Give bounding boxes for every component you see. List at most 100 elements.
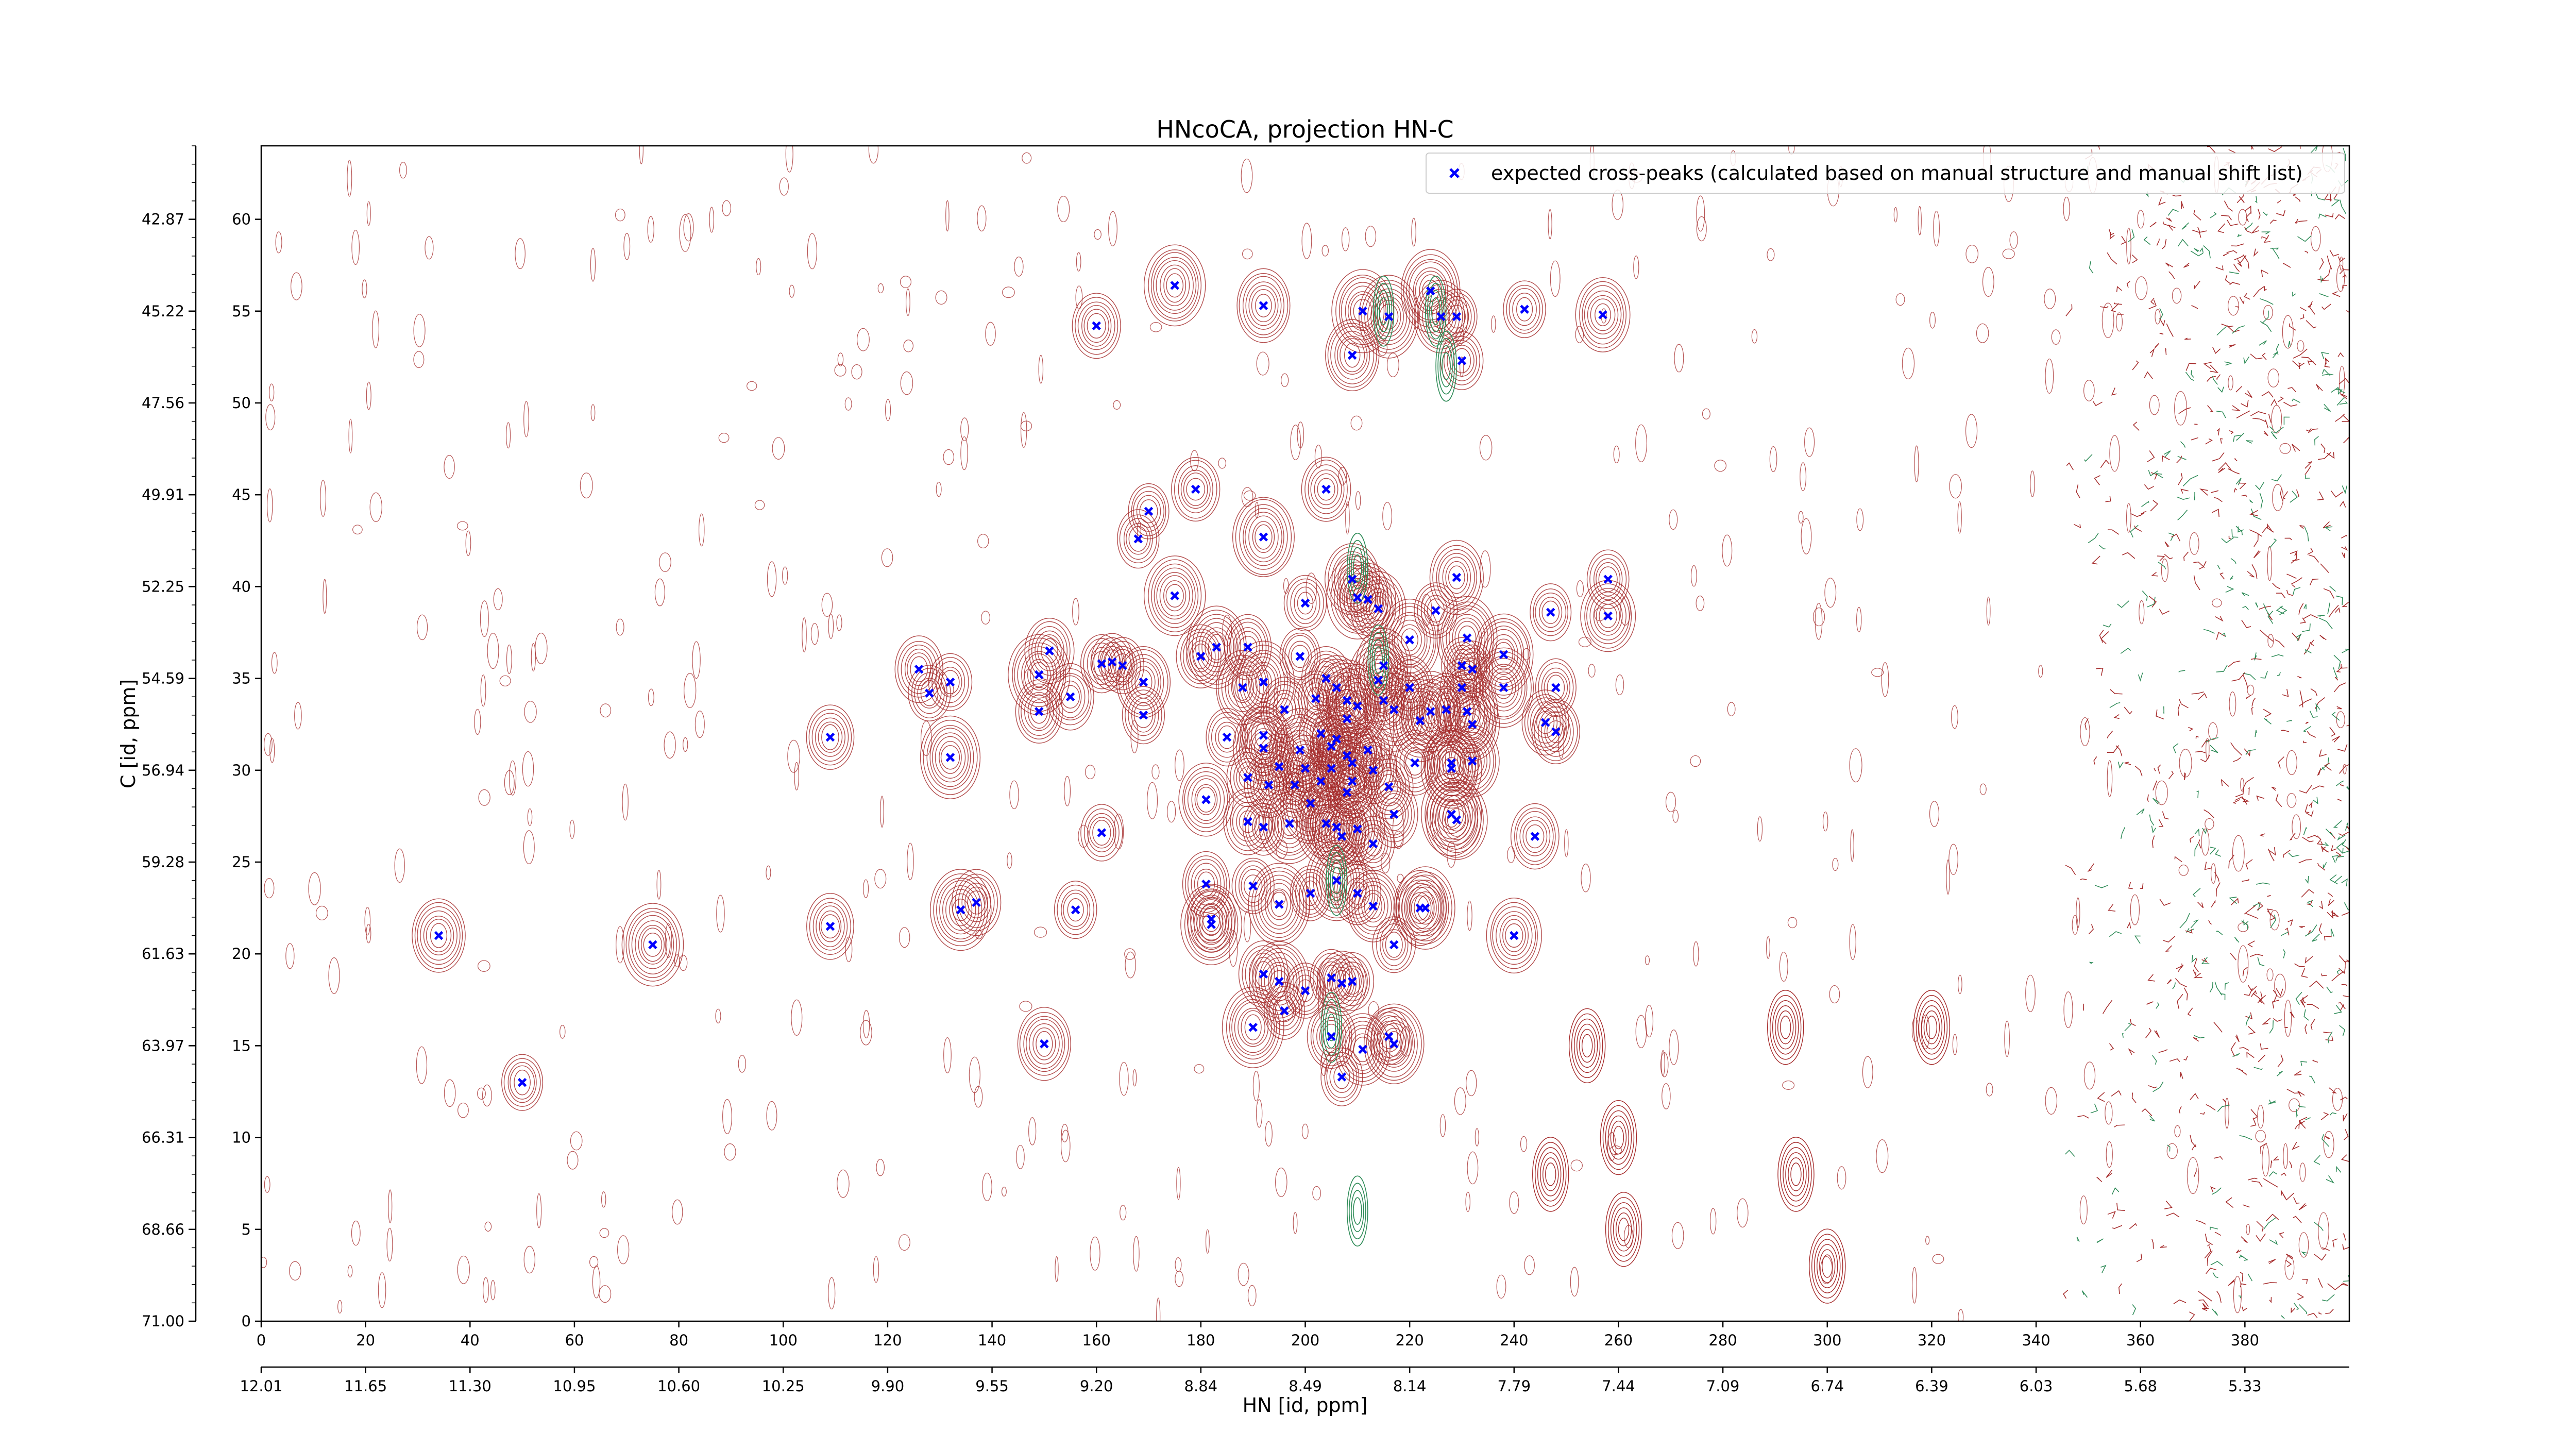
edge-noise-contour: [2291, 1307, 2296, 1313]
edge-noise-contour: [2241, 495, 2247, 497]
unassigned-contour: [1926, 1016, 1938, 1039]
edge-noise-contour: [2277, 1071, 2283, 1076]
unassigned-contour: [1605, 1192, 1642, 1267]
noise-contour: [2045, 358, 2054, 394]
noise-contour: [1957, 501, 1962, 534]
peak-contour: [1476, 651, 1532, 724]
edge-noise-contour: [2100, 1265, 2107, 1273]
noise-contour: [285, 943, 295, 969]
peak-contour: [1415, 271, 1446, 311]
edge-noise-contour: [2131, 1092, 2137, 1103]
peak-contour: [1063, 892, 1089, 927]
noise-contour: [1060, 1130, 1071, 1162]
edge-noise-contour: [2210, 1226, 2218, 1230]
noise-contour: [974, 1086, 983, 1108]
noise-contour: [1982, 267, 1994, 297]
noise-contour: [1167, 801, 1176, 823]
unassigned-contour: [1605, 1110, 1632, 1165]
peak-contour: [1190, 897, 1232, 953]
noise-contour: [1061, 1124, 1069, 1142]
noise-contour: [836, 614, 842, 631]
noise-contour: [1895, 293, 1905, 306]
peak-contour: [942, 885, 979, 935]
noise-contour: [724, 1143, 736, 1161]
edge-noise-contour: [2245, 205, 2251, 214]
peak-contour: [1035, 630, 1064, 671]
peak-contour: [941, 670, 960, 695]
edge-noise-contour: [2263, 1282, 2277, 1285]
edge-noise-contour: [2291, 577, 2302, 585]
noise-contour: [1055, 1256, 1059, 1282]
peak-contour: [1235, 861, 1272, 912]
unassigned-contour: [1774, 1005, 1797, 1050]
x-tick-label: 320: [1918, 1332, 1946, 1349]
edge-noise-contour: [2206, 1268, 2217, 1274]
edge-noise-contour: [2234, 796, 2248, 805]
noise-contour: [1976, 323, 1989, 343]
edge-noise-contour: [2259, 605, 2272, 610]
cross-peak-marker: [1368, 839, 1378, 849]
edge-noise-contour: [2286, 719, 2293, 722]
edge-noise-contour: [2280, 488, 2283, 501]
peak-contour: [1268, 689, 1300, 730]
edge-noise-contour: [2252, 902, 2261, 911]
noise-contour: [1665, 791, 1676, 813]
edge-noise-contour: [2339, 401, 2348, 405]
edge-noise-contour: [2147, 794, 2149, 802]
edge-noise-contour: [2338, 832, 2349, 836]
edge-noise-contour: [2273, 989, 2278, 1003]
edge-noise-contour: [2307, 900, 2313, 907]
noise-contour: [1385, 747, 1391, 771]
noise-contour: [975, 930, 983, 939]
noise-contour: [320, 480, 327, 517]
noise-contour: [1382, 502, 1393, 531]
edge-noise-contour: [2268, 146, 2282, 153]
peak-contour: [1406, 679, 1455, 745]
y-tick-label: 10: [232, 1129, 251, 1147]
edge-noise-contour: [2199, 247, 2204, 253]
noise-contour: [378, 1272, 386, 1308]
peak-contour: [1582, 285, 1624, 345]
peak-contour: [1380, 923, 1409, 966]
x-ppm-tick-label: 12.01: [240, 1377, 282, 1395]
edge-noise-contour: [2299, 698, 2312, 706]
edge-noise-contour: [2157, 555, 2165, 561]
peak-contour: [638, 925, 668, 965]
noise-contour: [1467, 1151, 1479, 1185]
noise-contour: [1635, 424, 1648, 462]
edge-noise-contour: [2124, 762, 2131, 765]
unassigned-contour: [1618, 1218, 1630, 1241]
peak-contour: [1180, 628, 1222, 684]
peak-contour: [806, 704, 855, 770]
edge-noise-contour: [2307, 930, 2311, 936]
cross-peak-marker: [1259, 677, 1268, 687]
edge-noise-contour: [2100, 459, 2110, 468]
x-axis-ppm-ticks: 12.01 11.65 11.30 10.95 10.60 10.25 9.90 9.55 9.…: [240, 1367, 2262, 1395]
cross-peak-marker: [1040, 1039, 1049, 1049]
peak-contour: [1361, 889, 1385, 923]
edge-noise-contour: [2308, 428, 2318, 433]
edge-noise-contour: [2327, 602, 2330, 614]
edge-noise-contour: [2088, 924, 2094, 935]
edge-noise-contour: [2243, 675, 2248, 688]
cross-peak-marker: [1389, 1039, 1399, 1049]
edge-noise-contour: [2241, 920, 2248, 930]
noise-contour: [1946, 859, 1950, 895]
peak-contour: [1421, 772, 1482, 856]
noise-contour: [1365, 226, 1377, 247]
peak-contour: [1364, 754, 1414, 819]
noise-contour: [1002, 287, 1015, 298]
noise-contour: [1815, 603, 1823, 640]
legend[interactable]: expected cross-peaks (calculated based o…: [1426, 153, 2345, 194]
peak-contour: [1372, 681, 1415, 738]
noise-contour: [1829, 985, 1840, 1004]
edge-noise-contour: [2210, 1260, 2224, 1266]
edge-noise-contour: [2341, 602, 2349, 608]
peak-contour: [1229, 621, 1267, 673]
cross-peak-marker: [1139, 711, 1148, 720]
edge-noise-contour: [2183, 987, 2188, 1001]
edge-noise-contour: [2166, 217, 2172, 222]
noise-contour: [1124, 948, 1136, 960]
edge-noise-contour: [2165, 945, 2172, 952]
edge-noise-contour: [2270, 247, 2279, 250]
